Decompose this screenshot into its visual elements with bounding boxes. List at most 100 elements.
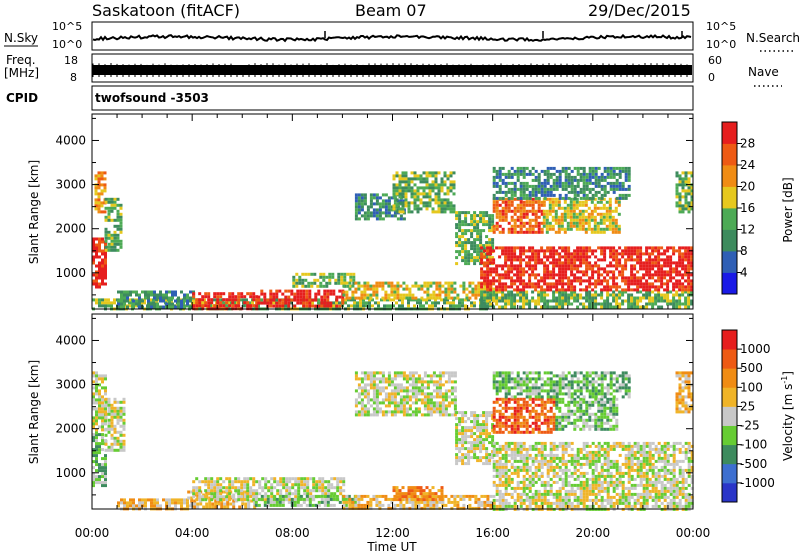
power-cell: [95, 273, 98, 277]
velocity-cell: [92, 401, 95, 405]
power-cell: [381, 202, 385, 206]
velocity-cell: [333, 477, 337, 481]
power-cell: [464, 241, 468, 245]
velocity-cell: [381, 503, 385, 507]
power-cell: [354, 193, 358, 197]
power-cell: [584, 200, 588, 204]
power-cell: [603, 252, 607, 256]
power-cell: [452, 304, 455, 308]
power-cell: [549, 246, 553, 250]
power-cell: [140, 301, 143, 305]
power-cell: [470, 301, 473, 305]
power-cell: [495, 196, 499, 200]
power-cell: [458, 250, 462, 254]
power-cell: [545, 209, 549, 213]
power-cell: [546, 302, 550, 306]
power-cell: [95, 282, 98, 286]
power-cell: [314, 304, 318, 308]
power-cell: [528, 273, 532, 277]
power-cell: [576, 293, 580, 297]
power-cell: [666, 270, 670, 274]
power-cell: [431, 171, 435, 175]
velocity-cell: [279, 489, 283, 493]
power-cell: [328, 275, 332, 279]
power-cell: [123, 293, 126, 297]
power-cell: [636, 276, 640, 280]
power-cell: [564, 302, 568, 306]
velocity-cell: [110, 409, 114, 413]
power-cell: [275, 301, 279, 305]
power-cell: [678, 252, 682, 256]
power-cell: [470, 217, 474, 221]
power-cell: [107, 212, 111, 216]
power-cell: [404, 171, 408, 175]
velocity-cell: [264, 498, 268, 502]
power-cell: [584, 221, 588, 225]
power-cell: [555, 273, 559, 277]
power-cell: [507, 246, 511, 250]
power-cell: [563, 215, 567, 219]
velocity-cell: [226, 493, 230, 497]
power-cell: [498, 305, 502, 309]
power-cell: [594, 184, 598, 188]
power-cell: [540, 293, 544, 297]
power-cell: [672, 282, 676, 286]
velocity-cell: [95, 457, 98, 461]
power-cell: [92, 261, 95, 265]
power-cell: [419, 298, 422, 302]
velocity-cell: [241, 502, 245, 506]
power-cell: [126, 299, 129, 303]
power-cell: [104, 230, 108, 234]
power-cell: [663, 296, 667, 300]
power-cell: [470, 235, 474, 239]
power-cell: [681, 204, 685, 208]
power-cell: [507, 290, 511, 294]
power-cell: [545, 227, 549, 231]
power-cell: [464, 304, 467, 308]
power-cell: [522, 209, 526, 213]
power-cell: [492, 258, 496, 262]
power-cell: [519, 200, 523, 204]
power-cell: [546, 190, 550, 194]
nsky-tick-top-left: 10^5: [52, 20, 82, 33]
power-cell: [597, 181, 601, 185]
velocity-cell: [219, 483, 223, 487]
power-cell: [636, 279, 640, 283]
power-cell: [606, 169, 610, 173]
velocity-cell: [372, 497, 376, 501]
power-cell: [164, 298, 167, 302]
power-cell: [399, 296, 403, 300]
velocity-cell: [261, 489, 265, 493]
power-cell: [624, 282, 628, 286]
power-cell: [630, 246, 634, 250]
power-cell: [113, 206, 117, 210]
velocity-cell: [414, 503, 418, 507]
power-cell: [684, 177, 688, 181]
velocity-cell: [113, 397, 117, 401]
power-cell: [654, 296, 658, 300]
power-cell: [582, 258, 586, 262]
power-cell: [609, 184, 613, 188]
power-cell: [198, 301, 202, 305]
velocity-cell: [384, 395, 388, 399]
power-cell: [492, 276, 496, 280]
velocity-cell: [306, 483, 310, 487]
power-cell: [372, 214, 376, 218]
power-cell: [322, 275, 326, 279]
power-cell: [360, 196, 364, 200]
velocity-cell: [195, 492, 199, 496]
power-cell: [380, 298, 383, 302]
power-cell: [546, 246, 550, 250]
power-cell: [342, 284, 346, 288]
power-cell: [569, 215, 573, 219]
power-cell: [437, 198, 441, 202]
power-cell: [585, 305, 589, 309]
power-cell: [551, 206, 555, 210]
power-cell: [458, 304, 461, 308]
power-cell: [567, 261, 571, 265]
power-cell: [516, 258, 520, 262]
power-cell: [648, 270, 652, 274]
power-cell: [596, 206, 600, 210]
power-cell: [611, 227, 615, 231]
power-cell: [513, 267, 517, 271]
